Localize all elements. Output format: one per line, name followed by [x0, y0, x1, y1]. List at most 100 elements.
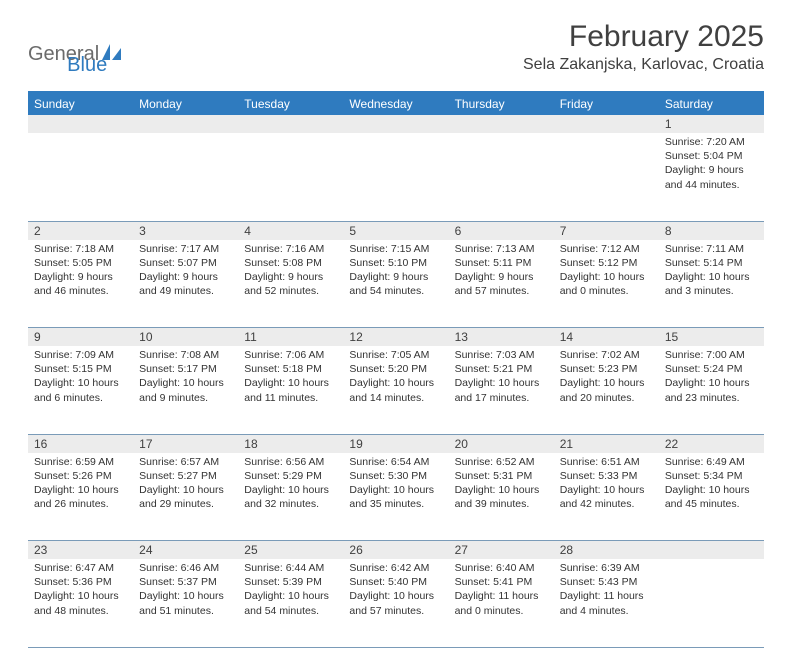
day-cell: Sunrise: 7:05 AMSunset: 5:20 PMDaylight:…: [343, 346, 448, 434]
page-title: February 2025: [523, 20, 764, 54]
day-cell: Sunrise: 6:44 AMSunset: 5:39 PMDaylight:…: [238, 559, 343, 647]
sunrise-line: Sunrise: 7:03 AM: [455, 348, 548, 362]
day-content: Sunrise: 6:44 AMSunset: 5:39 PMDaylight:…: [238, 559, 343, 622]
calendar-page: General Blue February 2025 Sela Zakanjsk…: [0, 0, 792, 668]
weekday-header: Sunday: [28, 92, 133, 115]
sunset-line: Sunset: 5:05 PM: [34, 256, 127, 270]
sunset-line: Sunset: 5:33 PM: [560, 469, 653, 483]
sunrise-line: Sunrise: 6:46 AM: [139, 561, 232, 575]
day-number: 19: [343, 435, 448, 453]
day-number: 14: [554, 328, 659, 346]
daylight-line: Daylight: 10 hours and 35 minutes.: [349, 483, 442, 511]
weekday-header-row: Sunday Monday Tuesday Wednesday Thursday…: [28, 92, 764, 115]
daylight-line: Daylight: 10 hours and 3 minutes.: [665, 270, 758, 298]
day-number: 7: [554, 222, 659, 240]
daylight-line: Daylight: 10 hours and 54 minutes.: [244, 589, 337, 617]
sunrise-line: Sunrise: 7:18 AM: [34, 242, 127, 256]
weekday-header: Wednesday: [343, 92, 448, 115]
sunset-line: Sunset: 5:37 PM: [139, 575, 232, 589]
day-cell: Sunrise: 7:00 AMSunset: 5:24 PMDaylight:…: [659, 346, 764, 434]
day-number: 16: [28, 435, 133, 453]
sunrise-line: Sunrise: 7:17 AM: [139, 242, 232, 256]
sunset-line: Sunset: 5:26 PM: [34, 469, 127, 483]
day-cell: Sunrise: 6:39 AMSunset: 5:43 PMDaylight:…: [554, 559, 659, 647]
sunset-line: Sunset: 5:23 PM: [560, 362, 653, 376]
day-number: 8: [659, 222, 764, 240]
day-cell: Sunrise: 7:12 AMSunset: 5:12 PMDaylight:…: [554, 240, 659, 328]
weekday-header: Friday: [554, 92, 659, 115]
sunrise-line: Sunrise: 7:00 AM: [665, 348, 758, 362]
day-number: 23: [28, 541, 133, 559]
day-number: 26: [343, 541, 448, 559]
sunrise-line: Sunrise: 7:06 AM: [244, 348, 337, 362]
sunset-line: Sunset: 5:24 PM: [665, 362, 758, 376]
week-row: Sunrise: 7:09 AMSunset: 5:15 PMDaylight:…: [28, 346, 764, 434]
day-content: Sunrise: 6:46 AMSunset: 5:37 PMDaylight:…: [133, 559, 238, 622]
title-block: February 2025 Sela Zakanjska, Karlovac, …: [523, 20, 764, 74]
day-cell: Sunrise: 7:15 AMSunset: 5:10 PMDaylight:…: [343, 240, 448, 328]
day-cell: Sunrise: 7:08 AMSunset: 5:17 PMDaylight:…: [133, 346, 238, 434]
sunset-line: Sunset: 5:29 PM: [244, 469, 337, 483]
day-content: Sunrise: 7:17 AMSunset: 5:07 PMDaylight:…: [133, 240, 238, 303]
day-number: 17: [133, 435, 238, 453]
day-cell: Sunrise: 7:02 AMSunset: 5:23 PMDaylight:…: [554, 346, 659, 434]
daylight-line: Daylight: 10 hours and 29 minutes.: [139, 483, 232, 511]
day-number: [659, 541, 764, 559]
sunset-line: Sunset: 5:41 PM: [455, 575, 548, 589]
daylight-line: Daylight: 9 hours and 46 minutes.: [34, 270, 127, 298]
day-content: Sunrise: 7:05 AMSunset: 5:20 PMDaylight:…: [343, 346, 448, 409]
daylight-line: Daylight: 9 hours and 57 minutes.: [455, 270, 548, 298]
sunrise-line: Sunrise: 6:51 AM: [560, 455, 653, 469]
day-number: 5: [343, 222, 448, 240]
day-content: Sunrise: 6:47 AMSunset: 5:36 PMDaylight:…: [28, 559, 133, 622]
day-number: [133, 115, 238, 133]
daylight-line: Daylight: 11 hours and 4 minutes.: [560, 589, 653, 617]
day-number: 28: [554, 541, 659, 559]
day-number: 12: [343, 328, 448, 346]
sunset-line: Sunset: 5:31 PM: [455, 469, 548, 483]
week-row: Sunrise: 6:59 AMSunset: 5:26 PM Daylight:…: [28, 453, 764, 541]
day-cell: Sunrise: 6:49 AMSunset: 5:34 PMDaylight:…: [659, 453, 764, 541]
day-number: 24: [133, 541, 238, 559]
daylight-line: Daylight: 10 hours and 57 minutes.: [349, 589, 442, 617]
day-cell: Sunrise: 7:11 AMSunset: 5:14 PMDaylight:…: [659, 240, 764, 328]
day-content: Sunrise: 7:18 AMSunset: 5:05 PMDaylight:…: [28, 240, 133, 303]
sunrise-line: Sunrise: 6:52 AM: [455, 455, 548, 469]
day-number: 6: [449, 222, 554, 240]
sunset-line: Sunset: 5:17 PM: [139, 362, 232, 376]
day-content: Sunrise: 6:57 AMSunset: 5:27 PMDaylight:…: [133, 453, 238, 516]
logo: General Blue: [28, 20, 107, 77]
daynum-row: 1: [28, 115, 764, 133]
sunrise-line: Sunrise: 7:09 AM: [34, 348, 127, 362]
weekday-header: Saturday: [659, 92, 764, 115]
day-number: [238, 115, 343, 133]
day-cell: Sunrise: 6:59 AMSunset: 5:26 PMDaylight:…: [28, 453, 133, 541]
sunrise-line: Sunrise: 7:20 AM: [665, 135, 758, 149]
daylight-line: Daylight: 9 hours and 44 minutes.: [665, 163, 758, 191]
sunset-line: Sunset: 5:36 PM: [34, 575, 127, 589]
daylight-line: Daylight: 10 hours and 23 minutes.: [665, 376, 758, 404]
day-content: Sunrise: 6:40 AMSunset: 5:41 PMDaylight:…: [449, 559, 554, 622]
day-content: Sunrise: 6:59 AMSunset: 5:26 PMDaylight:…: [28, 453, 133, 516]
sunrise-line: Sunrise: 7:02 AM: [560, 348, 653, 362]
sunrise-line: Sunrise: 6:59 AM: [34, 455, 127, 469]
sunset-line: Sunset: 5:14 PM: [665, 256, 758, 270]
sunset-line: Sunset: 5:21 PM: [455, 362, 548, 376]
daylight-line: Daylight: 9 hours and 49 minutes.: [139, 270, 232, 298]
day-cell: Sunrise: 6:40 AMSunset: 5:41 PMDaylight:…: [449, 559, 554, 647]
weekday-header: Monday: [133, 92, 238, 115]
sunrise-line: Sunrise: 7:13 AM: [455, 242, 548, 256]
day-cell: Sunrise: 6:57 AMSunset: 5:27 PMDaylight:…: [133, 453, 238, 541]
logo-text-blue: Blue: [67, 54, 107, 77]
sunrise-line: Sunrise: 6:57 AM: [139, 455, 232, 469]
day-cell: Sunrise: 7:17 AMSunset: 5:07 PMDaylight:…: [133, 240, 238, 328]
sunset-line: Sunset: 5:30 PM: [349, 469, 442, 483]
week-row: Sunrise: 7:20 AMSunset: 5:04 PMDaylight:…: [28, 133, 764, 221]
day-content: Sunrise: 7:08 AMSunset: 5:17 PMDaylight:…: [133, 346, 238, 409]
weekday-header: Thursday: [449, 92, 554, 115]
day-content: Sunrise: 7:12 AMSunset: 5:12 PMDaylight:…: [554, 240, 659, 303]
day-cell: Sunrise: 6:54 AMSunset: 5:30 PMDaylight:…: [343, 453, 448, 541]
day-cell: Sunrise: 6:47 AMSunset: 5:36 PMDaylight:…: [28, 559, 133, 647]
day-number: [28, 115, 133, 133]
daylight-line: Daylight: 10 hours and 14 minutes.: [349, 376, 442, 404]
